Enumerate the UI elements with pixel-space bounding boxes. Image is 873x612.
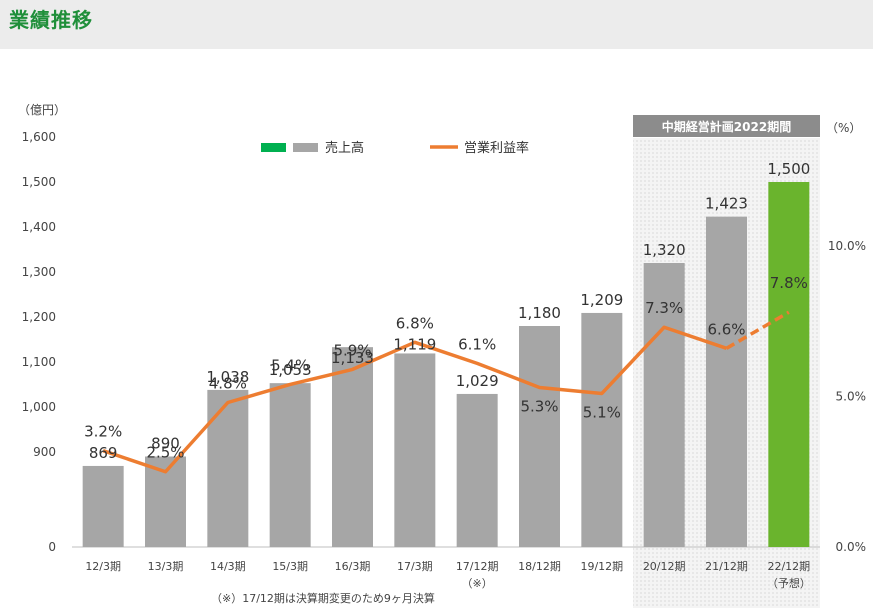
right-axis-tick-label: 5.0%	[836, 389, 867, 403]
left-axis-tick-label: 1,100	[22, 355, 56, 369]
x-axis-tick-label: 13/3期	[148, 560, 184, 573]
x-axis-tick-note: （予想）	[767, 576, 811, 590]
margin-line-solid	[102, 325, 728, 474]
x-axis-tick-label: 17/3期	[397, 560, 433, 573]
bar-value-label: 1,053	[269, 361, 312, 379]
left-axis-tick-label: 0	[48, 540, 56, 554]
x-axis-tick-label: 14/3期	[210, 560, 246, 573]
bar	[82, 465, 124, 547]
line-value-label: 6.8%	[396, 314, 434, 332]
legend-swatch-sales	[293, 143, 318, 152]
bar-value-label: 1,133	[331, 349, 374, 367]
bar	[269, 383, 311, 547]
left-axis-tick-label: 900	[33, 445, 56, 459]
bar	[581, 312, 623, 547]
bar-value-label: 869	[89, 444, 118, 462]
x-axis-tick-label: 20/12期	[643, 560, 686, 573]
bar-value-label: 1,029	[456, 372, 499, 390]
x-axis-tick-label: 22/12期	[767, 560, 810, 573]
bar	[394, 353, 436, 547]
line-value-label: 6.1%	[458, 335, 496, 353]
right-axis-unit: （%）	[826, 121, 861, 135]
bar-value-label: 1,119	[393, 335, 436, 353]
x-axis-tick-label: 19/12期	[580, 560, 623, 573]
bar	[643, 263, 685, 547]
legend-label-margin: 営業利益率	[464, 140, 529, 156]
chart-footnote: （※）17/12期は決算期変更のため9ヶ月決算	[211, 591, 435, 605]
right-axis-tick-label: 10.0%	[828, 239, 866, 253]
bar-value-label: 1,500	[767, 160, 810, 178]
left-axis-tick-label: 1,500	[22, 175, 56, 189]
bar	[768, 182, 810, 547]
bar	[207, 389, 249, 547]
left-axis-tick-label: 1,300	[22, 265, 56, 279]
page-title: 業績推移	[9, 8, 93, 32]
line-value-label: 4.8%	[209, 375, 247, 393]
line-value-label: 7.8%	[770, 274, 808, 292]
plan-period-label: 中期経営計画2022期間	[662, 119, 791, 134]
x-axis-tick-label: 21/12期	[705, 560, 748, 573]
bar	[332, 347, 373, 547]
x-axis-tick-note: （※）	[462, 577, 493, 590]
left-axis-unit: （億円）	[18, 103, 66, 117]
bar	[706, 216, 747, 547]
line-value-label: 5.4%	[271, 356, 309, 374]
bar-value-label: 1,423	[705, 195, 748, 213]
line-value-label: 7.3%	[645, 299, 683, 317]
line-value-label: 5.9%	[333, 341, 371, 359]
page-header: 業績推移	[0, 0, 873, 49]
bar-value-label: 1,180	[518, 304, 561, 322]
bar-value-label: 890	[151, 435, 180, 453]
legend-swatch-forecast	[261, 143, 286, 152]
plan-period-banner	[633, 115, 820, 137]
x-axis-tick-label: 12/3期	[85, 560, 121, 573]
x-axis-tick-label: 17/12期	[456, 560, 499, 573]
x-axis-tick-label: 18/12期	[518, 560, 561, 573]
margin-line-forecast	[725, 310, 790, 350]
bar-value-label: 1,209	[580, 291, 623, 309]
line-value-label: 6.6%	[707, 320, 745, 338]
x-axis-tick-label: 15/3期	[272, 560, 308, 573]
x-axis-tick-label: 16/3期	[335, 560, 371, 573]
left-axis-tick-label: 1,200	[22, 310, 56, 324]
bar	[519, 326, 560, 547]
bar-value-label: 1,320	[643, 241, 686, 259]
line-value-label: 3.2%	[84, 423, 122, 441]
line-value-label: 5.1%	[583, 403, 621, 421]
left-axis-tick-label: 1,000	[22, 400, 56, 414]
left-axis-tick-label: 1,400	[22, 220, 56, 234]
left-axis-tick-label: 1,600	[22, 130, 56, 144]
line-value-label: 5.3%	[520, 397, 558, 415]
bar-value-label: 1,038	[206, 368, 249, 386]
bar	[456, 393, 498, 547]
line-value-label: 2.5%	[146, 444, 184, 462]
right-axis-tick-label: 0.0%	[836, 540, 867, 554]
legend-label-sales: 売上高	[325, 140, 364, 156]
